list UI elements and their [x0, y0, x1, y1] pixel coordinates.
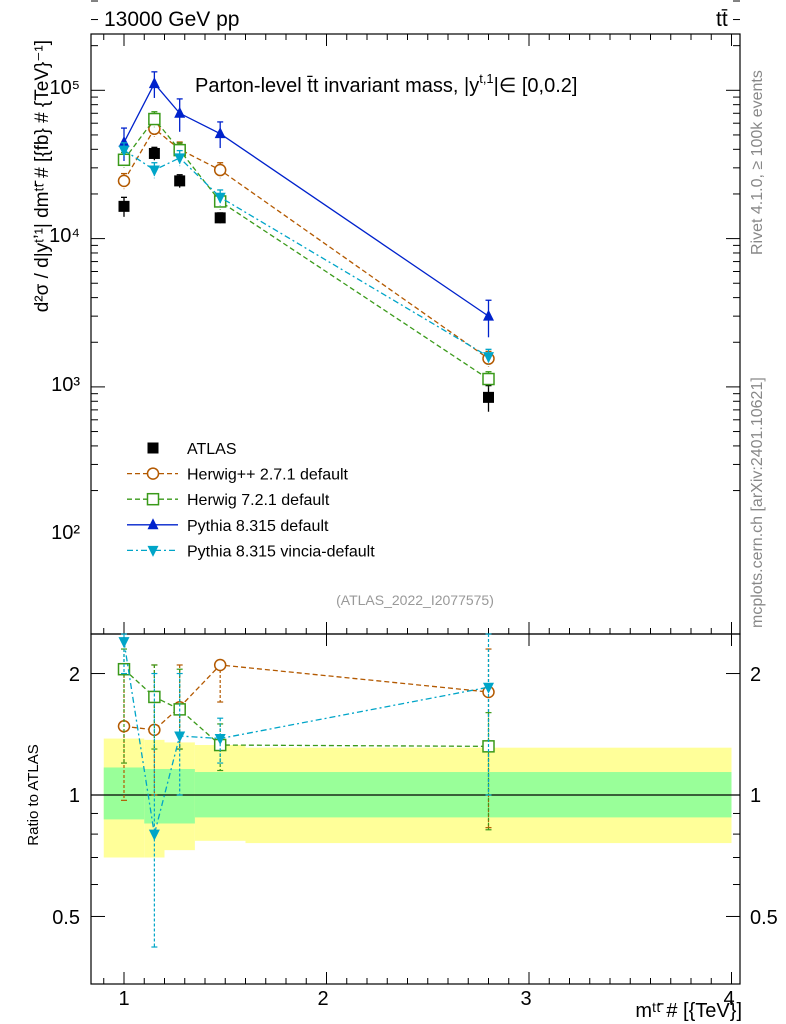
- y-axis-label-ratio: Ratio to ATLAS: [25, 744, 42, 845]
- legend: ATLAS Herwig++ 2.7.1 default Herwig 7.2.1 …: [127, 441, 375, 560]
- xtick-label-4: 4: [723, 988, 734, 1010]
- legend-label: Herwig 7.2.1 default: [187, 492, 330, 509]
- data-point: [147, 545, 159, 557]
- data-point: [214, 734, 226, 746]
- legend-entry-pythia: Pythia 8.315 default: [127, 518, 329, 535]
- side-label-rivet: Rivet 4.1.0, ≥ 100k events: [749, 70, 766, 255]
- data-point: [147, 442, 159, 454]
- data-point: [174, 175, 186, 187]
- data-point: [213, 163, 227, 177]
- data-point: [118, 200, 130, 212]
- legend-label: Herwig++ 2.7.1 default: [187, 467, 349, 484]
- legend-label: Pythia 8.315 default: [187, 518, 329, 535]
- ratio-ytick-label-right-1: 1: [750, 785, 761, 807]
- data-point: [147, 518, 159, 530]
- data-point: [148, 147, 160, 159]
- legend-entry-atlas: ATLAS: [147, 441, 237, 458]
- main-series-group: [117, 71, 495, 412]
- data-point: [118, 637, 130, 649]
- data-point: [148, 77, 160, 89]
- data-point: [148, 165, 160, 177]
- data-point: [118, 145, 130, 157]
- ratio-series-vincia: [118, 633, 494, 948]
- plot-title: Parton-level t̄t invariant mass, |yt,1|∈…: [195, 71, 577, 97]
- main-ytick-label-100: 10²: [51, 522, 80, 544]
- plot-title-tail: |∈ [0,0.2]: [494, 75, 578, 97]
- ratio-series-line: [123, 664, 489, 731]
- side-label-mcplots: mcplots.cern.ch [arXiv:2401.10621]: [749, 377, 766, 628]
- analysis-id: (ATLAS_2022_I2077575): [336, 592, 494, 608]
- data-point: [174, 731, 186, 743]
- series-line: [123, 149, 489, 358]
- xtick-label-1: 1: [118, 988, 129, 1010]
- data-point: [146, 492, 160, 506]
- series-herwigpp: [117, 120, 495, 367]
- ratio-ytick-label-1: 1: [69, 785, 80, 807]
- axis-ticks: [91, 0, 740, 984]
- xtick-label-2: 2: [317, 988, 328, 1010]
- data-point: [213, 658, 227, 672]
- series-pythia: [118, 71, 494, 338]
- process-label: tt̄: [716, 8, 728, 31]
- series-atlas: [118, 146, 494, 412]
- plot-title-sup: t,1: [479, 71, 493, 86]
- ratio-ytick-label-right-2: 2: [750, 664, 761, 686]
- legend-label: Pythia 8.315 vincia-default: [187, 543, 375, 560]
- data-point: [148, 829, 160, 841]
- data-point: [483, 352, 494, 364]
- ratio-series-line: [123, 668, 489, 747]
- x-axis-label: mᵗᵗ̄ # [{TeV}]: [635, 1000, 742, 1022]
- data-point: [214, 127, 226, 139]
- main-ytick-label-10000: 10⁴: [49, 225, 80, 247]
- y-axis-label-main: d²σ / d|yᵗʼ¹| dmᵗᵗ̄ # [{fb} # {TeV}⁻¹]: [32, 40, 53, 312]
- series-line: [123, 82, 489, 317]
- data-point: [214, 212, 226, 224]
- data-point: [482, 372, 495, 386]
- ratio-ytick-label-right-05: 0.5: [750, 907, 778, 929]
- legend-label: ATLAS: [187, 441, 237, 458]
- data-point: [118, 135, 130, 147]
- data-point: [174, 153, 186, 165]
- main-ytick-label-1000: 10³: [51, 374, 80, 396]
- ratio-plot-frame: [90, 633, 741, 985]
- main-ytick-label-100000: 10⁵: [49, 77, 80, 99]
- series-vincia: [118, 142, 494, 365]
- data-point: [483, 682, 494, 694]
- data-point: [117, 174, 131, 188]
- ratio-band-inner-bin: [164, 768, 195, 824]
- legend-entry-herwig7: Herwig 7.2.1 default: [127, 492, 330, 509]
- data-point: [146, 467, 160, 480]
- data-point: [174, 106, 186, 118]
- data-point: [214, 192, 226, 204]
- series-herwig7: [117, 111, 495, 388]
- data-point: [148, 112, 161, 126]
- legend-entry-vincia: Pythia 8.315 vincia-default: [127, 543, 375, 560]
- ratio-series-group: [117, 633, 495, 948]
- xtick-label-3: 3: [520, 988, 531, 1010]
- legend-entry-herwigpp: Herwig++ 2.7.1 default: [127, 467, 349, 484]
- ratio-ytick-label-05: 0.5: [52, 907, 80, 929]
- energy-label: 13000 GeV pp: [104, 8, 239, 31]
- data-point: [483, 391, 494, 403]
- data-point: [483, 309, 494, 321]
- ratio-ytick-label-2: 2: [69, 664, 80, 686]
